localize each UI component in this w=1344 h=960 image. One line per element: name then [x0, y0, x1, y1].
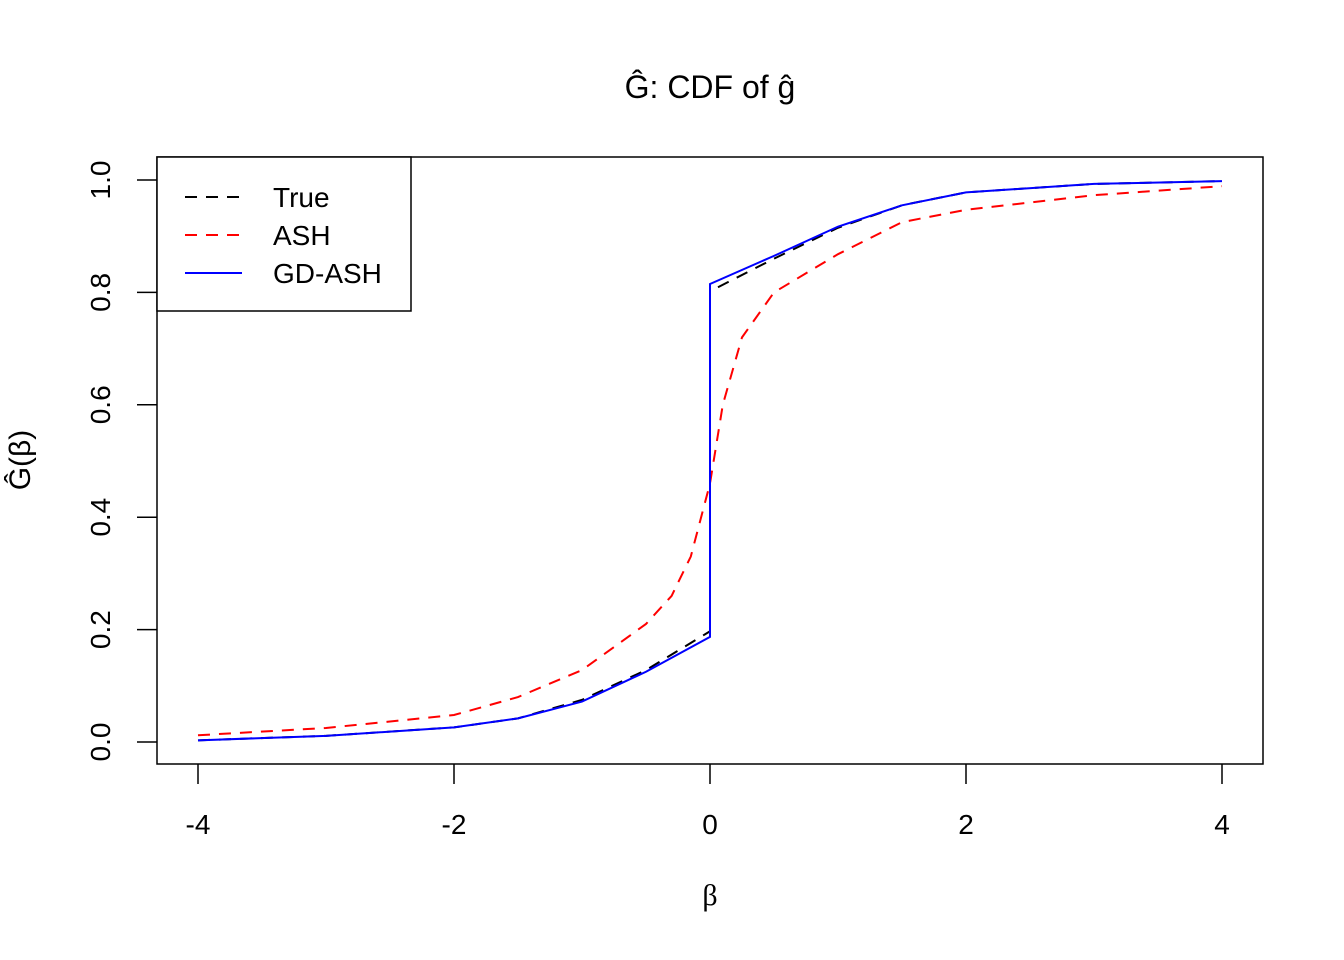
legend-label: True: [273, 182, 330, 213]
legend: True ASH GD-ASH: [156, 156, 412, 312]
y-tick-label: 0.4: [85, 498, 116, 537]
series-line-gd-ash: [197, 180, 1223, 742]
series-group: [197, 180, 1223, 742]
y-tick-label: 0.0: [85, 723, 116, 762]
chart-title: Ĝ: CDF of ĝ: [625, 69, 796, 105]
x-tick-label: -2: [442, 809, 467, 840]
x-tick-label: -4: [186, 809, 211, 840]
y-tick-label: 0.2: [85, 610, 116, 649]
y-tick-label: 0.6: [85, 385, 116, 424]
y-tick-label: 1.0: [85, 161, 116, 200]
y-axis: 0.0 0.2 0.4 0.6 0.8 1.0: [85, 161, 157, 762]
legend-label: ASH: [273, 220, 331, 251]
y-axis-label: Ĝ(β): [3, 430, 37, 491]
series-line-ash: [197, 185, 1223, 737]
x-tick-label: 4: [1214, 809, 1230, 840]
x-axis: -4 -2 0 2 4: [186, 764, 1230, 840]
x-axis-label: β: [702, 879, 717, 912]
y-tick-label: 0.8: [85, 273, 116, 312]
legend-label: GD-ASH: [273, 258, 382, 289]
x-tick-label: 0: [702, 809, 718, 840]
legend-box: [156, 156, 412, 312]
x-tick-label: 2: [958, 809, 974, 840]
